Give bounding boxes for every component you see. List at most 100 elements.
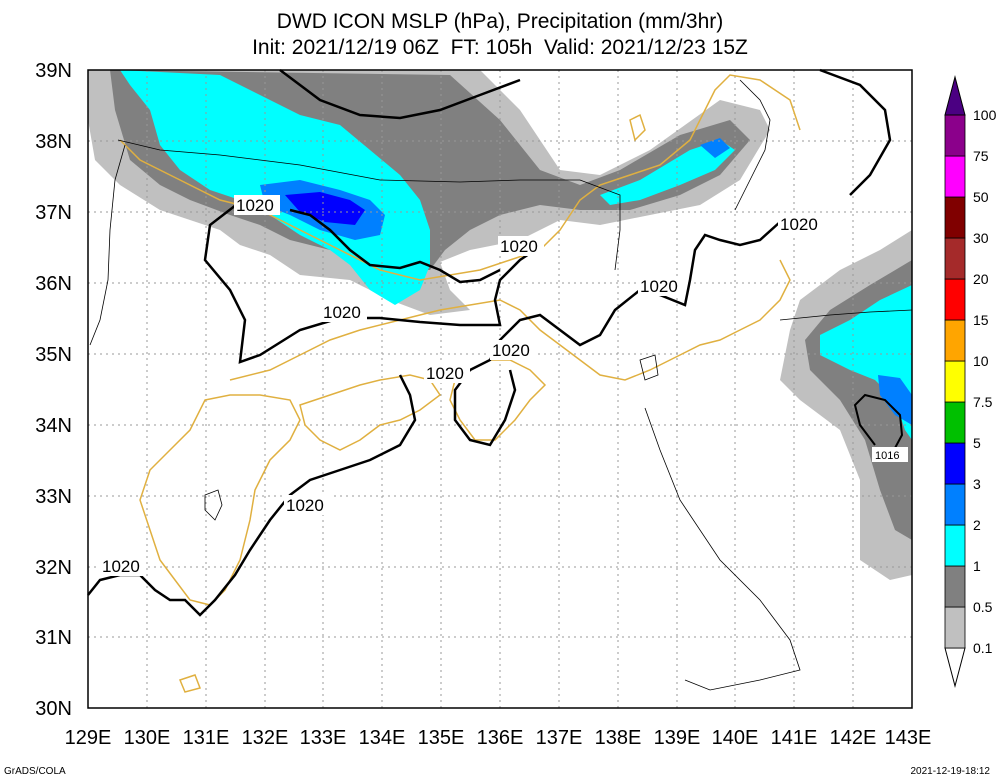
colorbar-swatch: [944, 565, 966, 608]
isobar-label: 1020: [286, 496, 324, 515]
plot-frame: [87, 69, 913, 709]
lon-tick-label: 143E: [885, 727, 932, 749]
isobar-label: 1020: [236, 196, 274, 215]
lat-axis: 30N 31N 32N 33N 34N 35N 36N 37N 38N 39N: [35, 60, 72, 720]
thin-line-east: [779, 309, 913, 321]
lon-tick-label: 141E: [771, 727, 818, 749]
thin-contours: [89, 79, 913, 691]
colorbar-label: 30: [973, 230, 989, 246]
lat-tick-label: 30N: [35, 698, 72, 720]
colorbar-label: 20: [973, 271, 989, 287]
lon-tick-label: 135E: [418, 727, 465, 749]
colorbar-min-arrow: [944, 647, 966, 688]
map-title: DWD ICON MSLP (hPa), Precipitation (mm/3…: [276, 10, 724, 33]
isobar-label: 1020: [323, 303, 361, 322]
isobar-1020-north: [279, 69, 521, 120]
colorbar-label: 50: [973, 189, 989, 205]
colorbar: 0.1 0.5 1 2 3 5 7.5 10 15 20 30 50 75 100: [944, 75, 997, 688]
isobar-label: 1020: [426, 364, 464, 383]
isobar-1020-south: [87, 374, 417, 617]
colorbar-label: 0.5: [973, 599, 993, 615]
thin-loop-kyushu: [204, 489, 223, 521]
colorbar-swatch: [944, 360, 966, 403]
precip-area-east-blue: [878, 375, 912, 425]
isobar-1020-left-top: [289, 208, 501, 284]
colorbar-swatch: [944, 278, 966, 321]
colorbar-label: 10: [973, 353, 989, 369]
coast-kyushu: [139, 394, 301, 606]
thin-line-north: [117, 139, 621, 271]
colorbar-label: 75: [973, 148, 989, 164]
precip-area-cyan-north: [600, 140, 735, 205]
colorbar-max-arrow: [944, 75, 966, 116]
coast-sado: [629, 113, 646, 142]
colorbar-swatch: [944, 524, 966, 567]
isobar-label: 1020: [640, 277, 678, 296]
isobars: [87, 68, 904, 617]
isobar-1016: [853, 393, 904, 449]
precip-area-east-cyan: [820, 285, 912, 440]
colorbar-swatch: [944, 442, 966, 485]
lon-tick-label: 139E: [654, 727, 701, 749]
isobar-1020-east: [453, 221, 781, 447]
colorbar-label: 0.1: [973, 640, 993, 656]
colorbar-swatch: [944, 237, 966, 280]
lon-tick-label: 137E: [536, 727, 583, 749]
precip-area-darkblue: [285, 192, 365, 225]
lon-tick-label: 140E: [712, 727, 759, 749]
colorbar-swatch: [944, 155, 966, 198]
lon-tick-label: 131E: [183, 727, 230, 749]
lon-tick-label: 133E: [300, 727, 347, 749]
colorbar-label: 100: [973, 107, 997, 123]
footer-right: 2021-12-19-18:12: [910, 766, 990, 777]
colorbar-swatch: [944, 483, 966, 526]
map-subtitle: Init: 2021/12/19 06Z FT: 105h Valid: 202…: [252, 36, 748, 59]
colorbar-label: 3: [973, 476, 981, 492]
colorbar-swatch: [944, 401, 966, 444]
thin-line-ne: [734, 79, 771, 211]
colorbar-swatch: [944, 196, 966, 239]
lon-tick-label: 138E: [595, 727, 642, 749]
lon-tick-label: 134E: [359, 727, 406, 749]
graticule: [88, 70, 912, 708]
lon-tick-label: 129E: [65, 727, 112, 749]
lat-tick-label: 35N: [35, 344, 72, 366]
colorbar-label: 1: [973, 558, 981, 574]
colorbar-swatch: [944, 319, 966, 362]
colorbar-label: 7.5: [973, 394, 993, 410]
colorbar-swatch: [944, 114, 966, 157]
coast-osumi: [178, 674, 201, 693]
thin-line-south: [644, 407, 801, 691]
precipitation-layer: [88, 70, 912, 580]
lat-tick-label: 36N: [35, 273, 72, 295]
colorbar-label: 15: [973, 312, 989, 328]
footer-left: GrADS/COLA: [4, 766, 66, 777]
thin-line-west: [89, 144, 126, 346]
lon-tick-label: 136E: [477, 727, 524, 749]
coast-shikoku: [299, 374, 442, 451]
precip-area-blue-north: [700, 138, 730, 158]
isobar-labels: 1020 1020 1020 1020 1020 1020 1020 1020 …: [100, 195, 908, 576]
lon-tick-label: 142E: [830, 727, 877, 749]
lat-tick-label: 37N: [35, 202, 72, 224]
lat-tick-label: 34N: [35, 415, 72, 437]
thin-loop-center: [639, 354, 659, 381]
lat-tick-label: 32N: [35, 557, 72, 579]
lat-tick-label: 38N: [35, 131, 72, 153]
isobar-label: 1020: [780, 215, 818, 234]
lon-axis: 129E 130E 131E 132E 133E 134E 135E 136E …: [65, 727, 932, 749]
isobar-label: 1020: [102, 557, 140, 576]
lon-tick-label: 132E: [242, 727, 289, 749]
lat-tick-label: 39N: [35, 60, 72, 82]
isobar-label: 1020: [500, 237, 538, 256]
colorbar-label: 2: [973, 517, 981, 533]
coast-honshu-south: [229, 259, 791, 381]
isobar-ne-arc: [819, 68, 892, 196]
isobar-label: 1016: [875, 450, 899, 462]
colorbar-swatch: [944, 606, 966, 649]
isobar-label: 1020: [492, 341, 530, 360]
lon-tick-label: 130E: [124, 727, 171, 749]
lat-tick-label: 31N: [35, 627, 72, 649]
colorbar-label: 5: [973, 435, 981, 451]
